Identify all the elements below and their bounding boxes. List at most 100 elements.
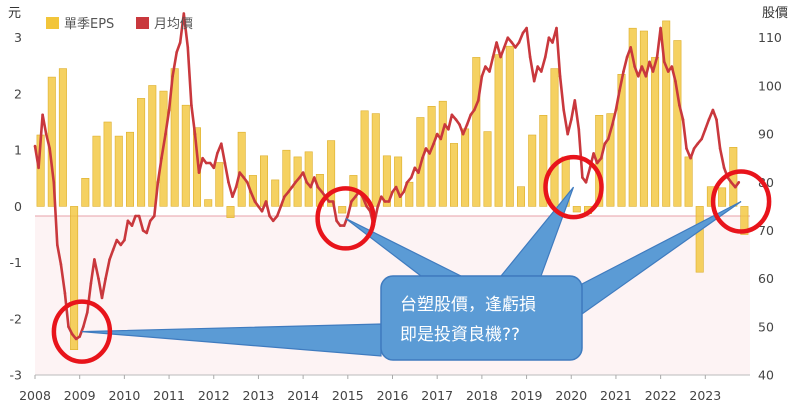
eps-bar-2016.25[interactable] — [405, 181, 414, 207]
price-point-2014.58[interactable] — [327, 200, 331, 203]
price-point-2009.17[interactable] — [86, 311, 89, 314]
price-point-2013.58[interactable] — [283, 195, 286, 198]
price-point-2012.25[interactable] — [223, 161, 227, 165]
price-point-2014.17[interactable] — [309, 185, 313, 189]
eps-bar-2012.5[interactable] — [237, 131, 246, 207]
price-point-2014.67[interactable] — [331, 200, 335, 203]
price-point-2017.08[interactable] — [439, 137, 443, 141]
eps-bar-2008.75[interactable] — [70, 206, 79, 350]
price-point-2017.33[interactable] — [450, 113, 454, 117]
eps-bar-2022.25[interactable] — [673, 40, 682, 207]
price-point-2018.25[interactable] — [491, 55, 495, 59]
price-point-2008.08[interactable] — [37, 166, 40, 170]
price-point-2010.08[interactable] — [126, 219, 130, 223]
eps-bar-2023.5[interactable] — [729, 147, 738, 207]
price-point-2020.83[interactable] — [607, 137, 610, 141]
price-point-2017.58[interactable] — [461, 132, 465, 136]
price-point-2020[interactable] — [570, 118, 573, 121]
eps-bar-2017.5[interactable] — [461, 128, 470, 207]
price-point-2019.5[interactable] — [547, 36, 551, 39]
eps-bar-2020[interactable] — [572, 206, 581, 213]
price-point-2020.58[interactable] — [595, 161, 599, 165]
price-point-2020.75[interactable] — [603, 142, 607, 145]
price-point-2012.92[interactable] — [253, 200, 257, 203]
price-point-2021.17[interactable] — [622, 70, 625, 73]
price-point-2008.58[interactable] — [59, 262, 63, 266]
price-point-2017.42[interactable] — [454, 118, 458, 121]
price-point-2014.33[interactable] — [316, 185, 320, 189]
price-point-2009[interactable] — [78, 335, 81, 338]
price-point-2016[interactable] — [391, 190, 394, 194]
price-point-2008.33[interactable] — [48, 147, 51, 150]
price-point-2010.75[interactable] — [156, 181, 160, 184]
price-point-2022.25[interactable] — [670, 65, 674, 68]
eps-bar-2013.25[interactable] — [271, 179, 280, 207]
price-point-2011.5[interactable] — [190, 103, 193, 107]
price-point-2023.08[interactable] — [707, 118, 711, 121]
price-point-2017.92[interactable] — [477, 99, 480, 102]
eps-bar-2021[interactable] — [617, 74, 626, 207]
price-point-2011.67[interactable] — [197, 171, 201, 174]
price-point-2016.58[interactable] — [417, 171, 420, 174]
price-point-2009.83[interactable] — [115, 238, 119, 242]
price-point-2019.08[interactable] — [528, 55, 532, 59]
price-point-2014.42[interactable] — [320, 190, 324, 194]
eps-bar-2022.75[interactable] — [695, 206, 704, 273]
price-point-2021.42[interactable] — [633, 65, 636, 68]
price-point-2011.58[interactable] — [193, 132, 197, 136]
eps-bar-2014.5[interactable] — [327, 140, 336, 207]
price-point-2023.33[interactable] — [718, 147, 722, 150]
price-point-2016.75[interactable] — [424, 147, 428, 150]
eps-bar-2021.5[interactable] — [639, 30, 648, 207]
price-point-2014.08[interactable] — [305, 181, 309, 184]
eps-bar-2009[interactable] — [81, 178, 90, 207]
price-point-2020.17[interactable] — [577, 128, 581, 131]
price-point-2015.42[interactable] — [365, 205, 368, 208]
price-point-2008.83[interactable] — [70, 332, 74, 336]
price-point-2019.33[interactable] — [540, 70, 543, 73]
eps-bar-2010.25[interactable] — [137, 98, 146, 207]
price-point-2009.67[interactable] — [108, 258, 111, 261]
price-point-2020.92[interactable] — [611, 123, 614, 126]
price-point-2022.42[interactable] — [678, 103, 681, 107]
price-point-2020.5[interactable] — [592, 152, 595, 155]
eps-bar-2015.5[interactable] — [371, 113, 380, 207]
price-point-2008.17[interactable] — [41, 113, 44, 117]
price-point-2011.17[interactable] — [175, 50, 178, 54]
price-point-2011[interactable] — [167, 108, 171, 112]
price-point-2008.5[interactable] — [56, 243, 59, 247]
price-point-2013.5[interactable] — [279, 205, 283, 208]
price-point-2023.67[interactable] — [734, 185, 737, 189]
eps-bar-2019.25[interactable] — [539, 115, 548, 207]
price-point-2012.67[interactable] — [242, 176, 245, 179]
price-point-2016.25[interactable] — [402, 190, 406, 194]
price-point-2021.58[interactable] — [640, 65, 644, 68]
price-point-2017.75[interactable] — [469, 113, 473, 117]
eps-bar-2011.75[interactable] — [204, 199, 213, 207]
price-point-2010.25[interactable] — [134, 214, 137, 218]
price-point-2008.75[interactable] — [67, 325, 70, 329]
price-point-2022.5[interactable] — [681, 118, 685, 121]
price-point-2015.17[interactable] — [354, 195, 357, 198]
price-point-2015[interactable] — [346, 214, 350, 218]
price-point-2011.92[interactable] — [208, 161, 212, 165]
price-point-2022.08[interactable] — [662, 60, 666, 64]
eps-bar-2008.5[interactable] — [58, 68, 67, 207]
price-point-2022.75[interactable] — [692, 147, 696, 150]
price-point-2021.5[interactable] — [637, 75, 640, 78]
price-point-2021.83[interactable] — [651, 70, 655, 73]
price-point-2013.33[interactable] — [271, 219, 275, 223]
price-point-2010.58[interactable] — [149, 219, 152, 223]
eps-bar-2019[interactable] — [528, 134, 537, 207]
price-point-2019.92[interactable] — [566, 132, 569, 136]
eps-bar-2015.75[interactable] — [382, 155, 391, 207]
eps-bar-2018[interactable] — [483, 131, 492, 207]
price-point-2012[interactable] — [212, 166, 216, 170]
price-point-2009.75[interactable] — [111, 248, 115, 251]
price-point-2019.42[interactable] — [544, 55, 547, 59]
price-point-2016.33[interactable] — [405, 181, 409, 184]
price-point-2010.42[interactable] — [141, 229, 145, 232]
price-point-2010.67[interactable] — [153, 214, 156, 218]
price-point-2018[interactable] — [480, 75, 484, 78]
price-point-2009.5[interactable] — [100, 296, 104, 300]
